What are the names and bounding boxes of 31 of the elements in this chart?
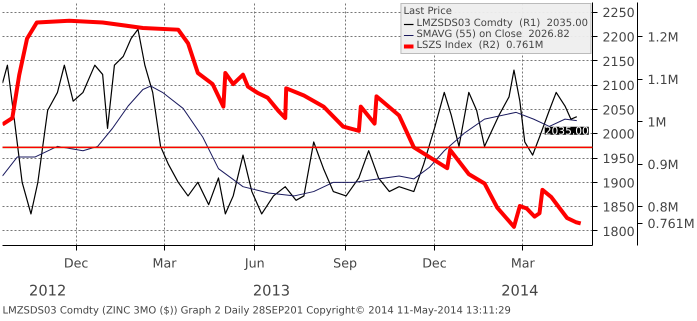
- y2-tick-label: 1.1M: [648, 72, 679, 87]
- y-tick-label: 2000: [602, 126, 635, 142]
- y-tick-label: 1800: [602, 224, 635, 239]
- legend-title: Last Price: [403, 6, 453, 17]
- y-tick-label: 1950: [602, 151, 635, 166]
- y2-tick-label: 1M: [648, 114, 666, 130]
- y-tick-label: 2200: [602, 30, 635, 45]
- legend-label: SMAVG (55) on Close 2026.82: [416, 29, 570, 40]
- y-tick-label: 2050: [602, 102, 635, 118]
- y-tick-label: 1900: [602, 175, 635, 190]
- x-tick-label: Dec: [64, 256, 88, 270]
- y-tick-label: 1850: [602, 200, 635, 215]
- x-tick-label: Mar: [510, 256, 536, 270]
- x2-tick-label: 2012: [29, 282, 66, 300]
- y2-tick-label: 0.9M: [648, 156, 679, 172]
- x-tick-label: Jun: [244, 256, 265, 270]
- y2-tick-label: 0.761M: [648, 216, 695, 231]
- x-tick-label: Mar: [152, 256, 178, 270]
- y-tick-label: 2150: [602, 54, 635, 69]
- y-tick-label: 2250: [602, 5, 635, 20]
- text: LMZSDS03 Comdty (ZINC 3MO ($)) Graph 2 Daily 28SEP201 Copyright© 2014 11-May-2014 13:11:29: [2, 306, 511, 316]
- legend-label: LMZSDS03 Comdty (R1) 2035.00: [416, 18, 588, 29]
- y2-tick-label: 1.2M: [648, 29, 679, 44]
- y2-tick-label: 0.8M: [648, 199, 679, 214]
- legend-label: LSZS Index (R2) 0.761M: [416, 40, 544, 51]
- x-tick-label: Dec: [422, 256, 447, 270]
- annotation: 2035.00: [544, 124, 590, 138]
- x2-tick-label: 2013: [252, 282, 290, 300]
- x-tick-label: Sep: [333, 256, 358, 270]
- x2-tick-label: 2014: [501, 282, 539, 300]
- y-tick-label: 2100: [602, 78, 635, 94]
